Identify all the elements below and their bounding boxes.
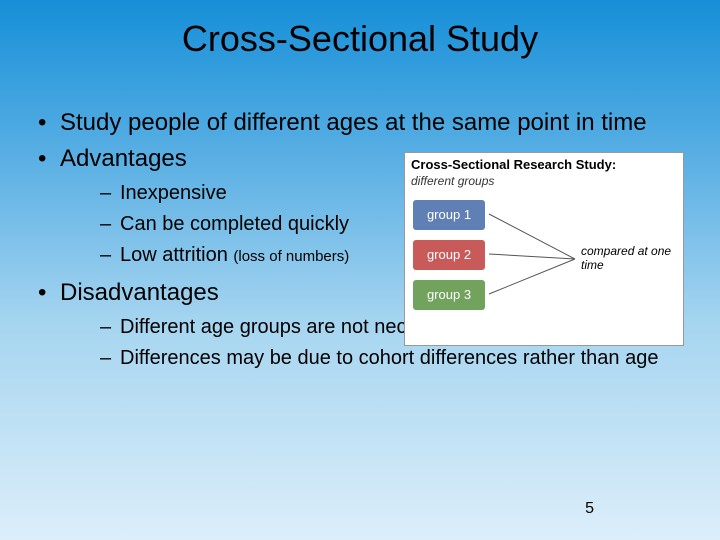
page-number: 5 [585, 500, 594, 518]
sub-bullet-item: Differences may be due to cohort differe… [100, 345, 684, 371]
bullet-item: Study people of different ages at the sa… [36, 108, 684, 138]
sub-bullet-text: Differences may be due to cohort differe… [120, 347, 658, 369]
group-label: group 3 [427, 287, 471, 302]
slide-title: Cross-Sectional Study [36, 18, 684, 60]
bullet-text: Disadvantages [60, 279, 219, 306]
group-box: group 1 [413, 200, 485, 230]
diagram-body: group 1 group 2 group 3 compared at one … [405, 194, 683, 334]
group-box: group 3 [413, 280, 485, 310]
group-box: group 2 [413, 240, 485, 270]
slide: Cross-Sectional Study Study people of di… [0, 0, 720, 540]
sub-bullet-note: (loss of numbers) [233, 248, 349, 265]
sub-bullet-text: Inexpensive [120, 182, 227, 204]
sub-bullet-text: Low attrition [120, 244, 233, 266]
diagram-groups: group 1 group 2 group 3 [413, 200, 485, 320]
bullet-text: Advantages [60, 145, 187, 172]
group-label: group 1 [427, 207, 471, 222]
diagram-subtitle: different groups [405, 174, 683, 194]
bullet-text: Study people of different ages at the sa… [60, 109, 647, 136]
group-label: group 2 [427, 247, 471, 262]
diagram-title: Cross-Sectional Research Study: [405, 153, 683, 174]
sub-bullet-text: Can be completed quickly [120, 213, 349, 235]
diagram-lines-icon [485, 194, 585, 334]
diagram-right-label: compared at one time [581, 244, 675, 273]
diagram: Cross-Sectional Research Study: differen… [404, 152, 684, 346]
